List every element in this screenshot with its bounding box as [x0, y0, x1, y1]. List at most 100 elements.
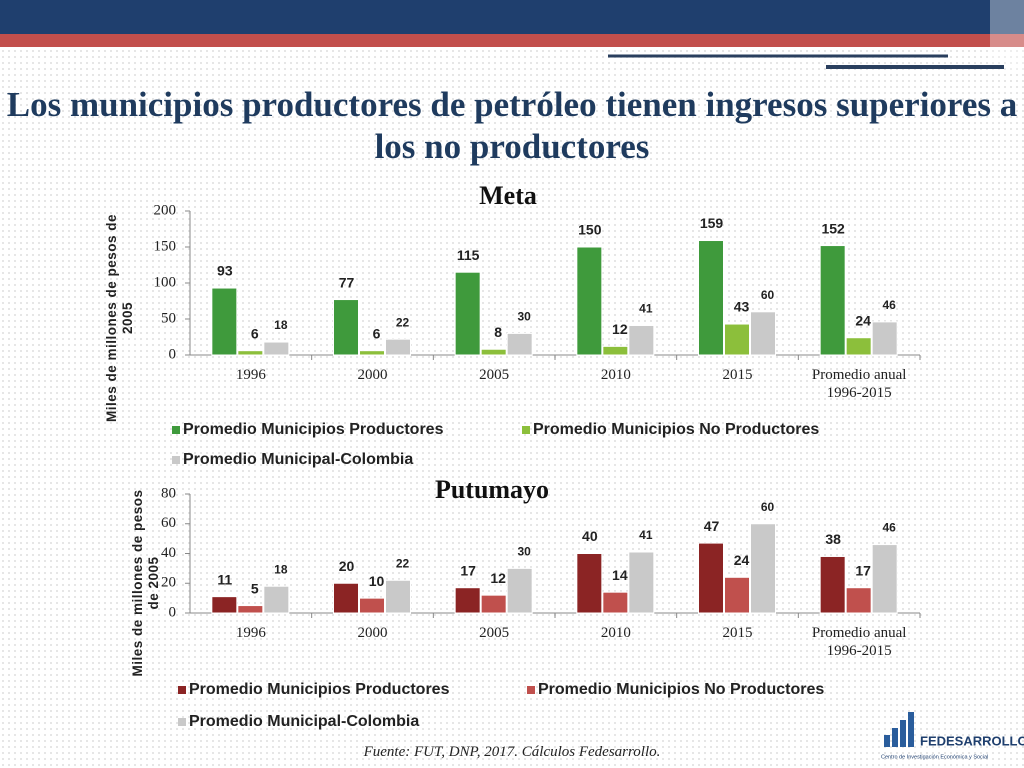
x-tick-label: 2015: [722, 625, 753, 641]
x-tick-label: 1996: [235, 367, 266, 383]
bar: [211, 287, 238, 356]
chart-title: Meta: [479, 181, 537, 210]
bar: [506, 567, 533, 614]
data-label: 93: [217, 263, 233, 279]
y-tick-label: 150: [154, 238, 177, 254]
bar: [750, 311, 776, 356]
header-stripe: [0, 34, 1024, 47]
bar: [385, 338, 411, 356]
data-label: 30: [517, 310, 531, 324]
y-tick-label: 50: [161, 310, 176, 326]
x-tick-label: 2010: [600, 625, 631, 641]
y-axis-label: Miles de millones de pesos de 2005: [130, 489, 161, 677]
y-tick-label: 100: [154, 274, 177, 290]
x-tick-label: 2000: [357, 625, 388, 641]
x-tick-label: Promedio anual 1996-2015: [811, 367, 907, 401]
bar: [724, 576, 750, 614]
legend-label: Promedio Municipios Productores: [183, 421, 444, 438]
y-tick-label: 200: [154, 202, 177, 218]
data-label: 24: [734, 552, 750, 568]
bar: [263, 585, 290, 614]
y-tick-label: 40: [161, 545, 176, 561]
data-label: 60: [761, 288, 775, 302]
legend-swatch: [178, 686, 186, 694]
bar: [845, 587, 872, 614]
bar: [698, 542, 724, 614]
y-tick-label: 0: [169, 346, 177, 362]
legend-swatch: [527, 686, 535, 694]
bar: [576, 553, 603, 614]
bar: [819, 245, 846, 356]
header-band: [0, 0, 1024, 34]
data-label: 60: [761, 500, 775, 514]
source: Fuente: FUT, DNP, 2017. Cálculos Fedesar…: [363, 744, 661, 760]
y-tick-label: 80: [161, 485, 176, 501]
data-label: 38: [825, 531, 841, 547]
legend-swatch: [522, 426, 530, 434]
bar: [628, 551, 655, 614]
bar: [871, 321, 898, 356]
data-label: 6: [251, 325, 259, 341]
y-axis-label: Miles de millones de pesos de 2005: [104, 213, 135, 423]
data-label: 77: [339, 274, 355, 290]
bar: [480, 594, 507, 614]
logo-name: FEDESARROLLO: [920, 733, 1024, 748]
data-label: 10: [369, 573, 385, 589]
legend-label: Promedio Municipal-Colombia: [189, 713, 419, 730]
data-label: 22: [396, 556, 410, 570]
data-label: 41: [639, 528, 653, 542]
y-tick-label: 20: [161, 575, 176, 591]
header-deco: [990, 0, 1024, 70]
bar: [602, 345, 629, 356]
data-label: 8: [494, 324, 502, 340]
x-tick-label: 2005: [479, 625, 510, 641]
bar: [211, 596, 238, 614]
legend-label: Promedio Municipios No Productores: [538, 681, 824, 698]
data-label: 46: [882, 298, 896, 312]
x-tick-label: 1996: [235, 625, 266, 641]
bar: [724, 323, 750, 356]
bar: [454, 271, 481, 356]
x-tick-label: 2005: [479, 367, 510, 383]
data-label: 115: [457, 247, 480, 263]
bar: [333, 582, 359, 614]
bar: [845, 337, 872, 356]
legend-swatch: [178, 718, 186, 726]
data-label: 152: [821, 220, 845, 236]
data-label: 18: [274, 562, 288, 576]
bar: [237, 605, 264, 614]
legend-label: Promedio Municipios No Productores: [533, 421, 819, 438]
bar: [871, 544, 898, 614]
data-label: 17: [460, 562, 476, 578]
data-label: 6: [373, 325, 381, 341]
bar: [454, 587, 481, 614]
data-label: 47: [704, 518, 720, 534]
y-tick-label: 60: [161, 515, 176, 531]
x-tick-label: 2015: [722, 367, 753, 383]
legend-swatch: [172, 426, 180, 434]
logo-icon: [884, 712, 914, 747]
bar: [506, 332, 533, 356]
data-label: 12: [490, 570, 506, 586]
legend-swatch: [172, 456, 180, 464]
bar: [750, 523, 776, 614]
data-label: 43: [734, 299, 750, 315]
x-tick-label: Promedio anual 1996-2015: [811, 625, 907, 659]
data-label: 14: [612, 567, 628, 583]
y-tick-label: 0: [169, 604, 177, 620]
bar: [359, 350, 385, 356]
bar: [576, 246, 603, 356]
bar: [628, 324, 655, 356]
data-label: 22: [396, 315, 410, 329]
data-label: 40: [582, 528, 598, 544]
legend-label: Promedio Municipal-Colombia: [183, 451, 413, 468]
data-label: 24: [855, 312, 871, 328]
bar: [602, 591, 629, 614]
data-label: 5: [251, 580, 259, 596]
data-label: 18: [274, 318, 288, 332]
logo-tagline: Centro de Investigación Económica y Soci…: [881, 754, 988, 760]
data-label: 20: [339, 558, 355, 574]
bar: [819, 555, 846, 614]
